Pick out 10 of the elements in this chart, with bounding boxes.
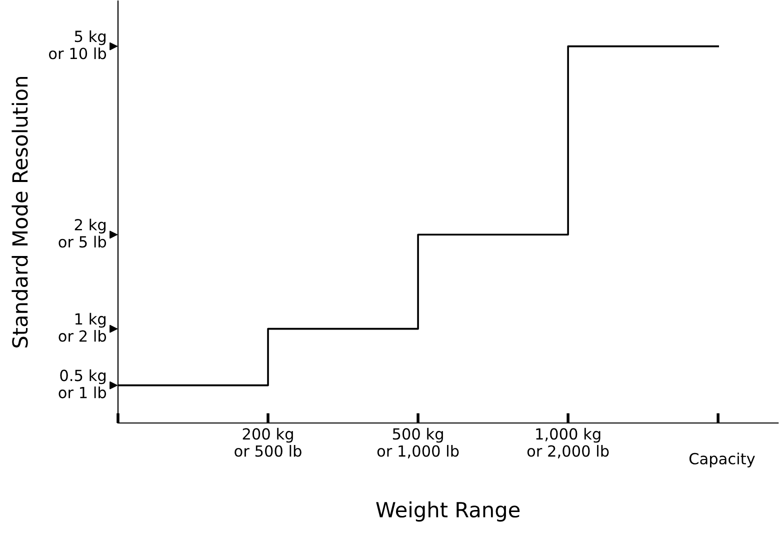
text: 2 kg or 5 lb [58,218,106,248]
text: 5 kg or 10 lb [49,30,106,60]
x-tick-label: 500 kg or 1,000 lb [377,428,459,458]
x-tick-label: 1,000 kg or 2,000 lb [527,428,609,458]
text: 1 kg or 2 lb [58,312,106,342]
y-axis-title: Standard Mode Resolution [12,76,28,348]
x-tick-label: 200 kg or 500 lb [234,428,302,457]
text: 0.5 kg or 1 lb [58,369,106,398]
x-axis-title: Weight Range [376,501,520,522]
text: Capacity [689,452,755,468]
